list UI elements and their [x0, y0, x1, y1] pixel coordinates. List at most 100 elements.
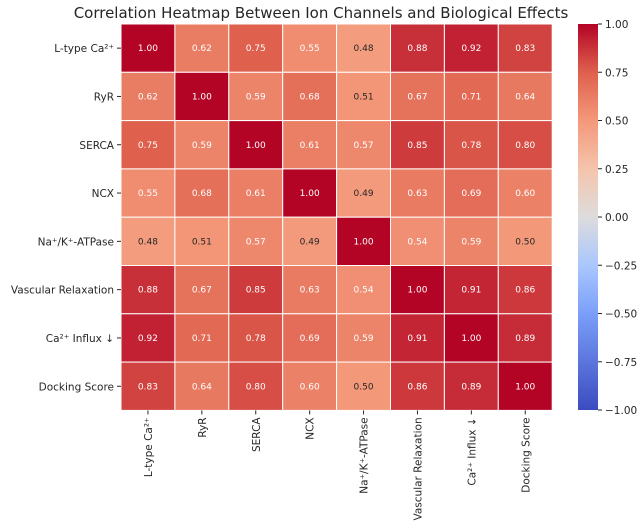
- heatmap-cell: [390, 120, 445, 170]
- col-label: SERCA: [251, 417, 263, 452]
- cell-value-label: 0.83: [515, 44, 535, 54]
- heatmap-cell: [390, 71, 445, 122]
- row-label: Ca²⁺ Influx ↓: [46, 333, 114, 345]
- heatmap-cell: [443, 23, 499, 73]
- heatmap-cell: [390, 23, 445, 73]
- cell-value-label: 0.57: [246, 237, 266, 247]
- cell-value-label: 0.86: [515, 286, 535, 296]
- heatmap-cell: [174, 361, 230, 411]
- cell-value-label: 0.55: [300, 44, 320, 54]
- heatmap-cell: [228, 120, 284, 170]
- cell-value-label: 0.55: [138, 189, 158, 199]
- cell-value-label: 0.51: [354, 92, 374, 102]
- heatmap-cell: [336, 71, 392, 122]
- cell-value-label: 0.92: [138, 334, 158, 344]
- row-label: SERCA: [79, 140, 114, 152]
- chart-title: Correlation Heatmap Between Ion Channels…: [73, 4, 569, 22]
- heatmap-cell: [336, 216, 392, 266]
- col-label: Ca²⁺ Influx ↓: [466, 417, 478, 485]
- cell-value-label: 1.00: [246, 141, 266, 151]
- cell-value-label: 0.71: [461, 92, 481, 102]
- heatmap-cell: [443, 313, 499, 363]
- heatmap-cell: [497, 23, 553, 73]
- col-label: Na⁺/K⁺-ATPase: [359, 417, 371, 493]
- colorbar-tick-label: −0.75: [605, 357, 637, 369]
- heatmap-cell: [390, 265, 445, 315]
- cell-value-label: 0.48: [138, 237, 158, 247]
- colorbar-tick-label: 0.75: [605, 67, 628, 79]
- cell-value-label: 0.59: [354, 334, 374, 344]
- heatmap-cell: [120, 71, 176, 122]
- cell-value-label: 1.00: [515, 382, 535, 392]
- heatmap-cell: [336, 168, 392, 218]
- heatmap-cell: [336, 23, 392, 73]
- cell-value-label: 0.69: [300, 334, 320, 344]
- cell-value-label: 0.80: [246, 382, 266, 392]
- cell-value-label: 0.59: [246, 92, 266, 102]
- cell-value-label: 0.54: [354, 286, 374, 296]
- colorbar-tick-label: −0.25: [605, 260, 637, 272]
- heatmap-cell: [120, 168, 176, 218]
- cell-value-label: 0.88: [138, 286, 158, 296]
- cell-value-label: 0.89: [461, 382, 481, 392]
- cell-value-label: 0.88: [407, 44, 427, 54]
- heatmap-cell: [174, 265, 230, 315]
- cell-value-label: 0.54: [407, 237, 427, 247]
- heatmap-cell: [443, 168, 499, 218]
- cell-value-label: 1.00: [300, 189, 320, 199]
- cell-value-label: 0.75: [246, 44, 266, 54]
- cell-value-label: 0.63: [407, 189, 427, 199]
- heatmap-cell: [228, 361, 284, 411]
- cell-value-label: 0.60: [300, 382, 320, 392]
- colorbar-tick-label: −0.50: [605, 309, 637, 321]
- cell-value-label: 0.80: [515, 141, 535, 151]
- cell-value-label: 1.00: [407, 286, 427, 296]
- heatmap-cell: [497, 168, 553, 218]
- heatmap-cell: [228, 313, 284, 363]
- colorbar-tick-label: 1.00: [605, 19, 628, 31]
- cell-value-label: 0.68: [300, 92, 320, 102]
- colorbar: [578, 24, 598, 410]
- cell-value-label: 0.85: [246, 286, 266, 296]
- cell-value-label: 1.00: [354, 237, 374, 247]
- cell-value-label: 0.49: [300, 237, 320, 247]
- cell-value-label: 1.00: [461, 334, 481, 344]
- cell-value-label: 0.83: [138, 382, 158, 392]
- cell-value-label: 0.48: [354, 44, 374, 54]
- heatmap-cell: [390, 313, 445, 363]
- cell-value-label: 0.59: [192, 141, 212, 151]
- heatmap-cell: [497, 361, 553, 411]
- cell-value-label: 0.51: [192, 237, 212, 247]
- col-label: NCX: [305, 417, 317, 439]
- cell-value-label: 0.85: [407, 141, 427, 151]
- cell-value-label: 0.62: [192, 44, 212, 54]
- cell-value-label: 0.61: [300, 141, 320, 151]
- cell-value-label: 1.00: [138, 44, 158, 54]
- cell-value-label: 0.78: [461, 141, 481, 151]
- row-label: Vascular Relaxation: [11, 285, 114, 297]
- heatmap-cell: [282, 313, 338, 363]
- heatmap-cell: [497, 216, 553, 266]
- cell-value-label: 0.50: [515, 237, 535, 247]
- row-label: L-type Ca²⁺: [54, 43, 114, 55]
- heatmap-cell: [497, 313, 553, 363]
- heatmap-cell: [120, 265, 176, 315]
- heatmap-cell: [443, 71, 499, 122]
- cell-value-label: 0.64: [192, 382, 212, 392]
- col-label: RyR: [197, 417, 209, 437]
- heatmap-cell: [443, 361, 499, 411]
- row-label: NCX: [92, 188, 114, 200]
- cell-value-label: 0.64: [515, 92, 535, 102]
- cell-value-label: 1.00: [192, 92, 212, 102]
- heatmap-cell: [497, 265, 553, 315]
- cell-value-label: 0.62: [138, 92, 158, 102]
- row-label: RyR: [94, 91, 114, 103]
- cell-value-label: 0.57: [354, 141, 374, 151]
- heatmap-cell: [174, 216, 230, 266]
- col-label: L-type Ca²⁺: [143, 417, 155, 477]
- row-label: Na⁺/K⁺-ATPase: [38, 236, 114, 248]
- col-label: Docking Score: [520, 417, 532, 492]
- colorbar-tick-label: 0.00: [605, 212, 628, 224]
- heatmap-cell: [282, 265, 338, 315]
